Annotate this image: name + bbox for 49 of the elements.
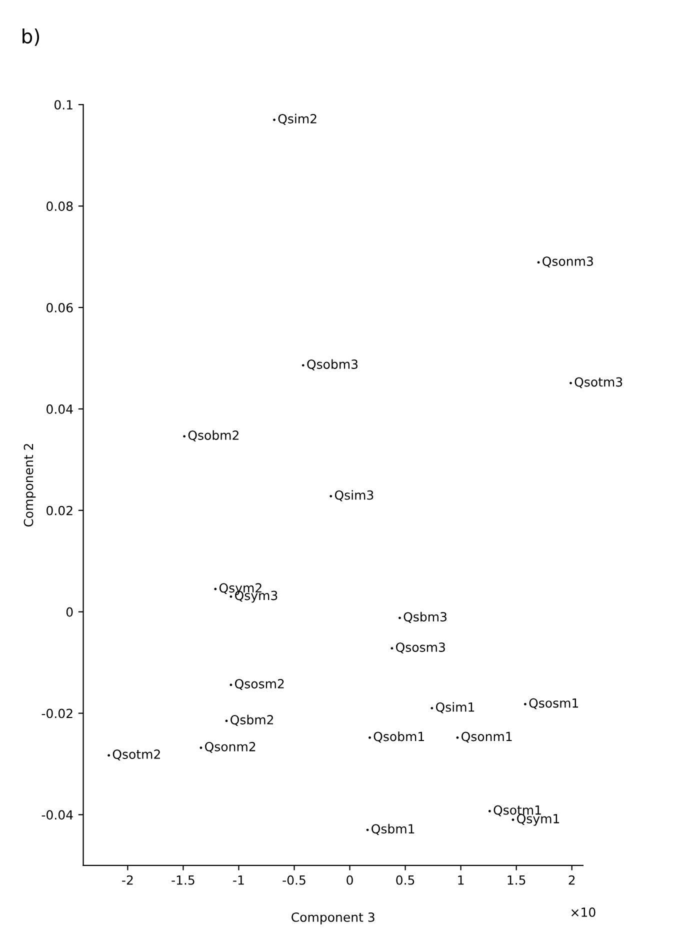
x-tick-label: 1 xyxy=(458,876,464,885)
y-tick-label: 0 xyxy=(66,607,73,617)
chart-title: b) xyxy=(22,28,40,46)
y-tick-label: 0.02 xyxy=(46,506,72,516)
data-label: Qsim2 xyxy=(278,114,316,125)
point xyxy=(430,706,434,710)
data-label: Qsbm3 xyxy=(404,612,446,623)
y-tick-label: -0.04 xyxy=(42,810,73,820)
text: ×10 xyxy=(571,907,596,917)
data-label: Qsotm3 xyxy=(574,377,622,388)
data-label: Qsosm3 xyxy=(396,642,445,654)
point xyxy=(537,261,540,264)
data-label: Qsotm2 xyxy=(112,750,160,760)
y-axis-title: Component 2 xyxy=(24,444,36,527)
point xyxy=(488,810,491,812)
y-tick-label: 0.08 xyxy=(46,202,73,211)
data-label: Qsbm2 xyxy=(230,714,274,726)
x-axis-title: Component 3 xyxy=(292,912,374,924)
x-tick-label: 1.5 xyxy=(508,876,526,885)
x-tick-label: -0.5 xyxy=(282,875,306,885)
point xyxy=(230,684,232,686)
x-tick-label: 0.5 xyxy=(396,875,414,885)
point xyxy=(330,494,332,498)
data-label: Qsonm1 xyxy=(462,732,512,743)
data-label: Qsosm1 xyxy=(529,698,578,710)
point xyxy=(108,754,110,757)
x-tick-label: -1 xyxy=(233,876,244,885)
data-label: Qsobm1 xyxy=(374,732,424,743)
y-tick-label: 0.1 xyxy=(54,100,72,110)
point xyxy=(225,720,228,722)
point xyxy=(183,435,186,438)
x-tick-label: -2 xyxy=(122,875,133,885)
x-tick-label: -1.5 xyxy=(172,876,194,885)
point xyxy=(366,828,369,832)
data-label: Qsim3 xyxy=(334,490,374,502)
data-label: Qsobm2 xyxy=(188,430,238,442)
x-tick-label: 0 xyxy=(346,875,353,885)
data-label: Qsonm3 xyxy=(542,256,593,268)
y-tick-label: 0.06 xyxy=(46,302,73,312)
point xyxy=(390,647,394,650)
y-tick-label: -0.02 xyxy=(42,708,72,718)
y-tick-label: 0.04 xyxy=(46,404,73,414)
data-label: Qsobm3 xyxy=(307,359,358,370)
x-tick-label: 2 xyxy=(568,875,575,885)
point xyxy=(302,364,304,367)
data-label: Qsonm2 xyxy=(205,742,256,753)
data-label: Qsbm1 xyxy=(372,824,414,835)
data-label: Qsim1 xyxy=(436,702,474,714)
data-label: Qsosm2 xyxy=(234,679,284,690)
